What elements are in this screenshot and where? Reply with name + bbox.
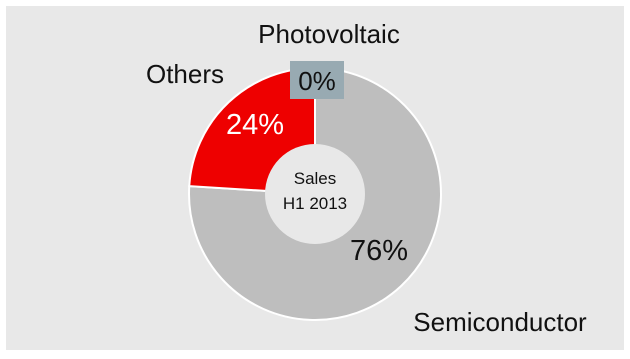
chart-frame: Sales H1 2013 Photovoltaic Others Semico… — [6, 6, 624, 350]
slice-semiconductor — [188, 66, 442, 321]
slice-label-semiconductor: Semiconductor — [413, 307, 587, 337]
slice-value-others: 24% — [226, 109, 284, 141]
donut-chart: Sales H1 2013 Photovoltaic Others Semico… — [146, 19, 587, 337]
photovoltaic-value-box — [290, 61, 344, 99]
center-hole — [265, 144, 365, 244]
slice-value-semiconductor: 76% — [350, 235, 408, 267]
slice-value-photovoltaic: 0% — [298, 66, 336, 96]
slice-label-others: Others — [146, 59, 224, 89]
slice-label-photovoltaic: Photovoltaic — [258, 19, 400, 49]
center-label-line-2: H1 2013 — [283, 194, 347, 213]
center-label-line-1: Sales — [294, 169, 337, 188]
